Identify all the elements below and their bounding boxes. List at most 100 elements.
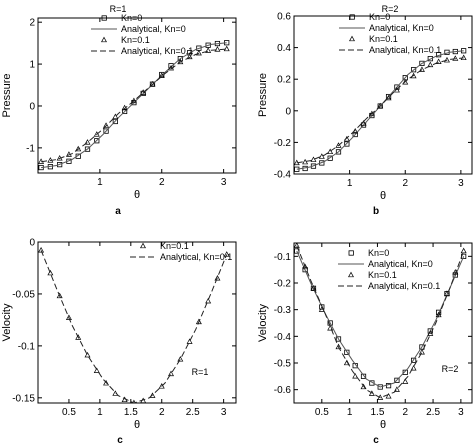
triangle-marker [402, 378, 409, 384]
series-4 [41, 48, 227, 163]
series-1 [38, 246, 230, 403]
triangle-marker [368, 110, 375, 117]
y-axis-label: Pressure [257, 73, 269, 117]
legend-entry: Kn=0 [101, 13, 142, 23]
chart-panel-3: 0.5 1 1.5 2 2.5 3 -0.15 -0.1 -0.05 0 θ Velocity c R=1… [1, 238, 237, 443]
legend-entry: Analytical, Kn=0.1 [339, 45, 441, 55]
y-tick-label: -0.5 [274, 359, 292, 370]
legend-entry: Analytical, Kn=0.1 [338, 281, 440, 291]
triangle-marker [302, 263, 309, 270]
legend-entry: Kn=0.1 [348, 270, 397, 280]
legend-entry: Kn=0.1 [349, 34, 398, 44]
x-tick-label: 3 [458, 178, 464, 189]
y-tick-label: 2 [29, 18, 35, 29]
x-axis-label: θ [134, 189, 140, 201]
triangle-marker [149, 392, 156, 398]
triangle-marker [385, 393, 392, 399]
legend-triangle-marker [348, 271, 354, 278]
square-marker [335, 149, 342, 155]
square-marker [410, 357, 417, 363]
y-tick-label: 1 [29, 60, 35, 71]
triangle-marker [385, 94, 392, 101]
triangle-marker [310, 285, 317, 291]
panel-annotation: R=2 [442, 364, 459, 374]
triangle-marker [360, 120, 367, 126]
triangle-marker [460, 54, 467, 61]
triangle-marker [223, 251, 230, 257]
triangle-marker [186, 53, 193, 60]
y-tick-label: -1 [26, 143, 35, 154]
square-marker [103, 128, 109, 134]
square-marker [94, 138, 100, 144]
y-tick-label: -0.1 [274, 252, 292, 263]
square-marker [344, 141, 350, 147]
panel-label: b [373, 206, 379, 217]
legend-label: Kn=0 [368, 248, 389, 258]
square-marker [385, 93, 392, 100]
square-marker [122, 108, 128, 115]
legend-label: Analytical, Kn=0.1 [369, 45, 441, 55]
triangle-marker [130, 97, 137, 104]
triangle-marker [418, 66, 425, 72]
panel-label: a [115, 206, 121, 217]
square-marker [84, 146, 91, 152]
y-tick-label: -0.2 [274, 279, 292, 290]
triangle-marker [205, 47, 212, 53]
analytical-dashed-line [40, 250, 228, 403]
y-axis-label: Velocity [1, 303, 13, 341]
square-marker [112, 118, 118, 125]
triangle-marker [318, 153, 325, 159]
triangle-marker [177, 356, 184, 362]
y-tick-label: 0 [29, 238, 35, 249]
plot-frame [293, 242, 473, 404]
legend-entry: Analytical, Kn=0 [338, 259, 433, 269]
legend-label: Kn=0 [369, 12, 390, 22]
y-tick-label: -0.4 [274, 332, 292, 343]
legend-square-marker [101, 15, 107, 21]
analytical-dashed-line [41, 48, 227, 163]
legend-label: Analytical, Kn=0 [121, 24, 186, 34]
x-axis-label: θ [134, 419, 140, 431]
y-axis-label: Pressure [1, 73, 13, 117]
x-tick-label: 0.5 [62, 407, 76, 418]
square-marker [352, 131, 358, 138]
legend-triangle-marker [349, 35, 355, 42]
x-tick-label: 0.5 [315, 407, 329, 418]
legend-entry: Kn=0 [348, 248, 389, 258]
x-tick-label: 1.5 [370, 407, 384, 418]
plot-frame [37, 241, 237, 404]
y-tick-label: 0.2 [277, 75, 291, 86]
legend-label: Kn=0.1 [369, 34, 398, 44]
triangle-marker [352, 373, 359, 379]
series-4 [296, 57, 464, 164]
legend-label: Kn=0.1 [368, 270, 397, 280]
x-tick-label: 2 [402, 407, 408, 418]
panel-label: c [117, 435, 123, 443]
plot-frame [37, 17, 237, 174]
triangle-marker [452, 55, 459, 61]
square-marker [310, 163, 317, 169]
analytical-dashed-line [296, 57, 464, 164]
y-tick-label: 0 [285, 106, 291, 117]
legend-label: Kn=0.1 [121, 35, 150, 45]
y-tick-label: -0.1 [18, 341, 36, 352]
x-tick-label: 1 [97, 407, 103, 418]
x-tick-label: 2 [402, 178, 408, 189]
triangle-marker [435, 58, 442, 64]
square-marker [419, 60, 425, 67]
square-marker [177, 56, 183, 62]
legend-label: Analytical, Kn=0.1 [121, 46, 193, 56]
y-axis-label: Velocity [257, 304, 269, 342]
chart-panel-4: 0.5 1 1.5 2 2.5 3 -0.6 -0.5 -0.4 -0.3 -0.2 -0.1 θ Vel… [257, 242, 473, 443]
triangle-marker [84, 139, 91, 145]
triangle-marker [93, 131, 100, 137]
triangle-marker [360, 383, 367, 390]
triangle-marker [327, 148, 334, 155]
triangle-marker [223, 45, 230, 52]
square-marker [402, 369, 408, 375]
y-tick-label: -0.05 [12, 289, 35, 300]
x-tick-label: 2.5 [426, 407, 440, 418]
square-marker [168, 63, 174, 69]
legend-square-marker [348, 250, 354, 256]
triangle-marker [93, 367, 100, 373]
